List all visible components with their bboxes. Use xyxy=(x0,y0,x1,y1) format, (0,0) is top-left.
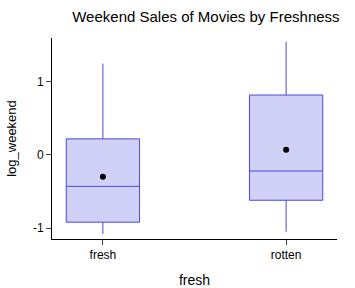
svg-text:log_weekend: log_weekend xyxy=(4,100,19,177)
svg-text:fresh: fresh xyxy=(90,248,117,262)
svg-text:rotten: rotten xyxy=(271,248,302,262)
svg-text:fresh: fresh xyxy=(179,272,210,288)
svg-text:Weekend Sales of Movies by Fre: Weekend Sales of Movies by Freshness xyxy=(72,8,339,25)
svg-text:0: 0 xyxy=(37,148,44,162)
svg-text:-1: -1 xyxy=(33,221,44,235)
svg-text:1: 1 xyxy=(37,75,44,89)
